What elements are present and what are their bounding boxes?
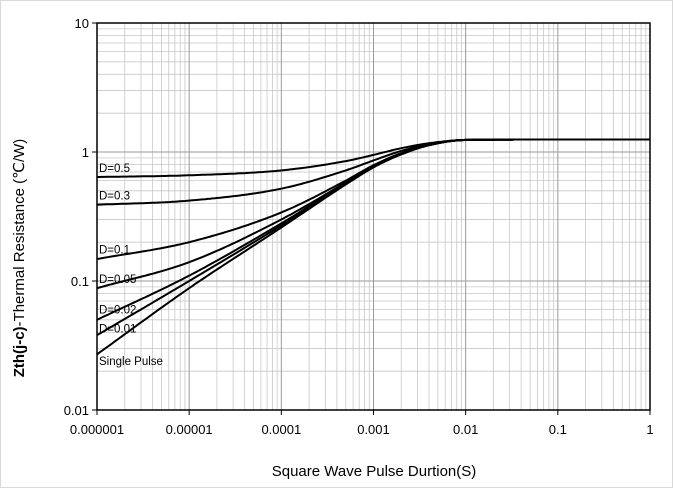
series-label-d-0-5: D=0.5: [99, 163, 130, 175]
series-line-single-pulse: [96, 138, 650, 356]
y-axis-title-bold: Zth(j-c): [11, 326, 28, 377]
series-label-d-0-1: D=0.1: [99, 245, 130, 257]
series-lines: [96, 138, 650, 356]
y-tick-label: 0.1: [71, 274, 89, 289]
y-tick-label: 0.01: [64, 403, 89, 418]
x-tick-label: 0.00001: [166, 422, 213, 437]
y-axis-title-rest: -Thermal Resistance (℃/W): [11, 139, 28, 327]
series-label-d-0-02: D=0.02: [99, 305, 136, 317]
series-label-d-0-01: D=0.01: [99, 323, 136, 335]
y-tick-label: 1: [82, 145, 89, 160]
series-label-d-0-3: D=0.3: [99, 191, 130, 203]
series-labels: D=0.5 D=0.3 D=0.1 D=0.05 D=0.02 D=0.01 Single …: [99, 163, 163, 368]
x-tick-label: 0.001: [357, 422, 390, 437]
x-tick-label: 1: [646, 422, 653, 437]
x-axis-title: Square Wave Pulse Durtion(S): [272, 463, 477, 480]
series-label-d-0-05: D=0.05: [99, 274, 136, 286]
x-tick-label: 0.01: [453, 422, 478, 437]
x-tick-label: 0.000001: [70, 422, 124, 437]
y-axis-ticks: 0.01 0.1 1 10: [64, 16, 97, 418]
x-axis-ticks: 0.000001 0.00001 0.0001 0.001 0.01 0.1 1: [70, 410, 654, 437]
y-axis-title: Zth(j-c)-Thermal Resistance (℃/W): [11, 139, 28, 378]
series-label-single-pulse: Single Pulse: [99, 356, 163, 368]
x-tick-label: 0.0001: [261, 422, 301, 437]
x-tick-label: 0.1: [549, 422, 567, 437]
y-tick-label: 10: [75, 16, 89, 31]
